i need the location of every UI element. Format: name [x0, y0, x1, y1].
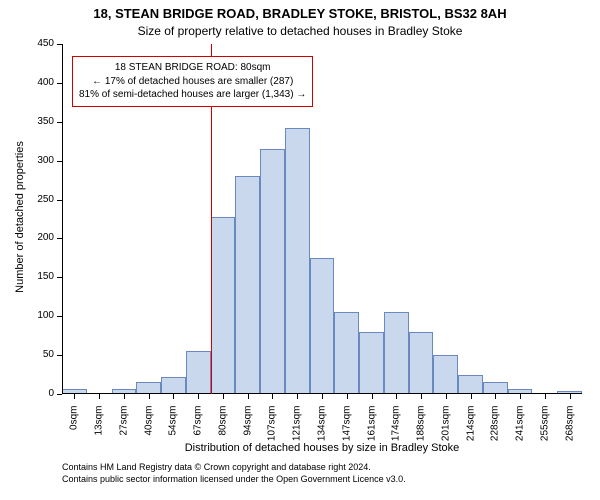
y-tick-mark [57, 355, 62, 356]
y-tick-mark [57, 122, 62, 123]
x-tick-mark [124, 394, 125, 399]
x-tick-mark [99, 394, 100, 399]
x-tick-mark [74, 394, 75, 399]
x-tick-label: 134sqm [317, 406, 328, 456]
y-tick-label: 400 [24, 77, 54, 88]
x-tick-label: 0sqm [69, 406, 80, 456]
footer-text: Contains HM Land Registry data © Crown c… [62, 462, 406, 485]
x-tick-mark [570, 394, 571, 399]
x-tick-label: 27sqm [118, 406, 129, 456]
x-tick-mark [372, 394, 373, 399]
chart-subtitle: Size of property relative to detached ho… [0, 24, 600, 38]
x-tick-label: 107sqm [267, 406, 278, 456]
y-tick-mark [57, 83, 62, 84]
x-tick-label: 214sqm [465, 406, 476, 456]
y-tick-label: 0 [24, 388, 54, 399]
histogram-bar [260, 149, 285, 394]
x-tick-label: 241sqm [515, 406, 526, 456]
x-tick-mark [545, 394, 546, 399]
y-tick-label: 350 [24, 116, 54, 127]
y-tick-label: 200 [24, 232, 54, 243]
x-tick-mark [272, 394, 273, 399]
x-tick-label: 121sqm [292, 406, 303, 456]
annotation-line-2: ← 17% of detached houses are smaller (28… [79, 75, 306, 89]
histogram-bar [285, 128, 310, 394]
histogram-bar [433, 355, 458, 394]
x-tick-label: 40sqm [143, 406, 154, 456]
histogram-bar [186, 351, 211, 394]
y-tick-label: 50 [24, 349, 54, 360]
x-tick-label: 228sqm [490, 406, 501, 456]
histogram-bar [458, 375, 483, 394]
y-axis-line [62, 44, 63, 394]
y-tick-mark [57, 394, 62, 395]
x-tick-label: 67sqm [193, 406, 204, 456]
annotation-box: 18 STEAN BRIDGE ROAD: 80sqm ← 17% of det… [72, 56, 313, 107]
x-tick-label: 255sqm [539, 406, 550, 456]
y-tick-label: 250 [24, 194, 54, 205]
x-tick-mark [396, 394, 397, 399]
x-tick-mark [297, 394, 298, 399]
x-tick-label: 188sqm [416, 406, 427, 456]
annotation-line-1: 18 STEAN BRIDGE ROAD: 80sqm [79, 61, 306, 75]
x-tick-label: 268sqm [564, 406, 575, 456]
annotation-line-3: 81% of semi-detached houses are larger (… [79, 88, 306, 102]
chart-title: 18, STEAN BRIDGE ROAD, BRADLEY STOKE, BR… [0, 6, 600, 21]
x-tick-label: 94sqm [242, 406, 253, 456]
histogram-bar [235, 176, 260, 394]
x-tick-label: 54sqm [168, 406, 179, 456]
x-tick-mark [347, 394, 348, 399]
histogram-bar [334, 312, 359, 394]
x-tick-mark [495, 394, 496, 399]
x-tick-mark [322, 394, 323, 399]
y-tick-mark [57, 316, 62, 317]
y-tick-mark [57, 200, 62, 201]
y-tick-mark [57, 277, 62, 278]
x-tick-label: 161sqm [366, 406, 377, 456]
histogram-bar [359, 332, 384, 394]
histogram-bar [310, 258, 335, 394]
x-tick-mark [198, 394, 199, 399]
y-tick-label: 300 [24, 155, 54, 166]
histogram-bar [409, 332, 434, 394]
x-tick-mark [520, 394, 521, 399]
x-tick-label: 174sqm [391, 406, 402, 456]
histogram-bar [211, 217, 236, 394]
y-tick-label: 450 [24, 38, 54, 49]
x-tick-label: 147sqm [341, 406, 352, 456]
histogram-bar [384, 312, 409, 394]
y-tick-mark [57, 238, 62, 239]
x-tick-mark [421, 394, 422, 399]
y-tick-mark [57, 44, 62, 45]
y-tick-label: 150 [24, 271, 54, 282]
footer-line-2: Contains public sector information licen… [62, 474, 406, 486]
histogram-bar [161, 377, 186, 394]
x-tick-mark [248, 394, 249, 399]
x-tick-label: 80sqm [217, 406, 228, 456]
x-tick-mark [149, 394, 150, 399]
x-tick-label: 13sqm [94, 406, 105, 456]
x-tick-mark [471, 394, 472, 399]
y-tick-label: 100 [24, 310, 54, 321]
footer-line-1: Contains HM Land Registry data © Crown c… [62, 462, 406, 474]
x-tick-mark [223, 394, 224, 399]
x-tick-mark [446, 394, 447, 399]
x-tick-label: 201sqm [440, 406, 451, 456]
x-tick-mark [173, 394, 174, 399]
y-tick-mark [57, 161, 62, 162]
chart-container: 18, STEAN BRIDGE ROAD, BRADLEY STOKE, BR… [0, 0, 600, 500]
